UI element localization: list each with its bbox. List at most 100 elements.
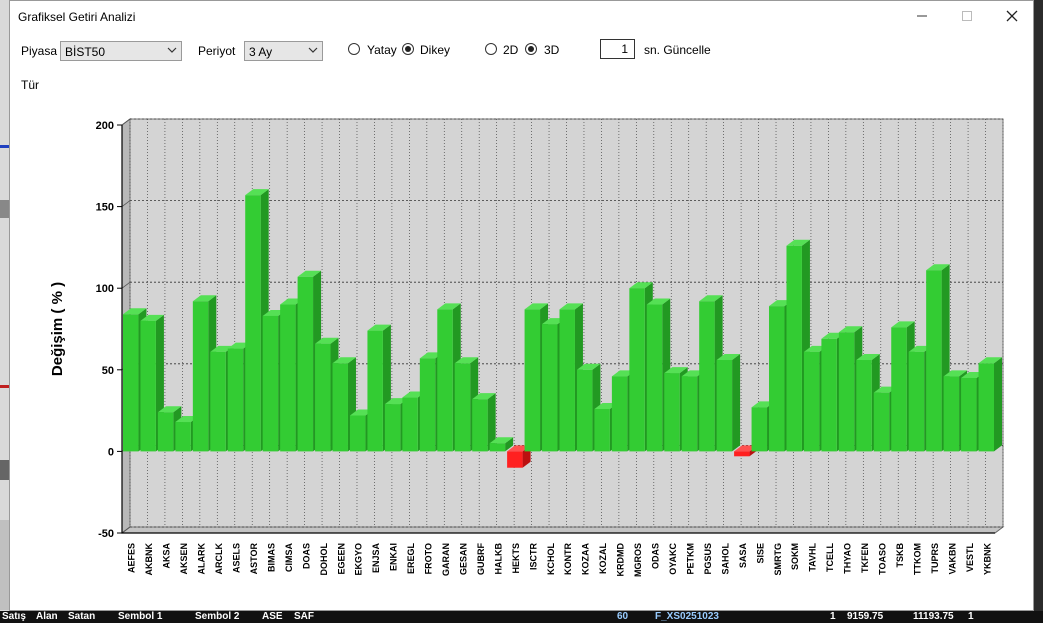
x-tick-label: AKBNK <box>144 543 154 576</box>
x-tick-label: PGSUS <box>703 543 713 575</box>
bg-text: 1 <box>830 611 836 622</box>
bar <box>524 309 541 452</box>
horizontal-radio-label[interactable]: Yatay <box>367 43 397 57</box>
x-tick-label: KRDMD <box>616 543 626 577</box>
x-tick-label: TTKOM <box>912 543 922 575</box>
bar-top <box>629 282 653 289</box>
bar <box>454 363 471 452</box>
x-tick-label: ASELS <box>231 543 241 573</box>
x-tick-label: FROTO <box>424 543 434 574</box>
x-tick-label: ALARK <box>197 543 207 575</box>
bar <box>297 276 314 452</box>
bar <box>699 301 715 452</box>
bar <box>472 399 488 452</box>
minimize-button[interactable] <box>902 5 942 27</box>
bar <box>349 415 366 452</box>
bar <box>646 304 663 452</box>
bar-top <box>786 239 810 246</box>
bg-text: Satan <box>68 611 96 622</box>
title-bar[interactable]: Grafiksel Getiri Analizi <box>10 1 1033 31</box>
radio-3d-label[interactable]: 3D <box>544 43 560 57</box>
radio-2d[interactable] <box>485 43 497 55</box>
y-tick-label: -50 <box>98 528 114 540</box>
x-tick-label: SASA <box>738 543 748 569</box>
x-tick-label: ISCTR <box>528 542 538 570</box>
maximize-button[interactable] <box>947 5 987 27</box>
bar <box>803 351 820 452</box>
bar-top <box>315 337 339 344</box>
close-icon <box>1006 10 1018 22</box>
bar-top <box>891 321 915 328</box>
bar <box>245 195 261 452</box>
bar <box>157 412 174 452</box>
bg-text: Alan <box>36 611 58 622</box>
bar-top <box>576 363 601 370</box>
minimize-icon <box>917 15 927 17</box>
x-tick-label: KCHOL <box>546 543 556 575</box>
x-tick-label: YKBNK <box>982 543 992 576</box>
bar <box>384 404 401 452</box>
x-tick-label: DOAS <box>301 543 311 569</box>
x-tick-label: ENJSA <box>371 543 381 574</box>
returns-bar-chart: -50 0 50 100 150 200 AEFES AKBNK AKSA AKSEN ALARK A… <box>49 118 1005 577</box>
market-select-value: BİST50 <box>65 45 106 59</box>
y-tick-label: 0 <box>108 446 114 458</box>
x-tick-label: AKSA <box>162 543 172 569</box>
background-app-left <box>0 0 9 623</box>
bar <box>786 245 802 452</box>
x-tick-label: VAKBN <box>947 543 957 574</box>
x-tick-label: TKFEN <box>860 543 870 573</box>
vertical-radio[interactable] <box>402 43 414 55</box>
bar <box>367 330 383 452</box>
bar <box>576 369 593 452</box>
period-select[interactable]: 3 Ay <box>244 41 323 61</box>
period-label: Periyot <box>198 44 236 58</box>
x-tick-label: AEFES <box>127 543 137 573</box>
bar-side <box>994 357 1002 452</box>
bar-side <box>505 437 514 452</box>
bg-text: 60 <box>617 611 629 622</box>
background-app-right <box>1034 0 1043 623</box>
chevron-down-icon <box>167 47 177 53</box>
bar <box>175 422 191 452</box>
x-tick-label: HEKTS <box>511 543 521 574</box>
x-tick-label: EREGL <box>406 543 416 575</box>
bar <box>594 408 610 452</box>
bar <box>262 315 279 452</box>
x-tick-label: HALKB <box>493 543 503 575</box>
bar-top <box>489 437 514 444</box>
bar-top <box>646 298 671 305</box>
vertical-radio-label[interactable]: Dikey <box>420 43 451 57</box>
bar <box>734 451 750 457</box>
background-app-bottom: Satış Alan Satan Sembol 1 Sembol 2 ASE S… <box>0 611 1043 623</box>
bg-text: Satış <box>2 611 26 622</box>
x-tick-label: SMRTG <box>773 543 783 576</box>
refresh-interval-input[interactable]: 1 <box>600 39 635 59</box>
bar-top <box>123 308 147 315</box>
bar-side <box>487 393 496 452</box>
radio-2d-label[interactable]: 2D <box>503 43 519 57</box>
bg-text: F_XS0251023 <box>655 611 719 622</box>
bar <box>227 348 244 452</box>
radio-3d[interactable] <box>525 43 537 55</box>
x-tick-label: DOHOL <box>319 543 329 576</box>
x-tick-label: EGEEN <box>336 543 346 575</box>
horizontal-radio[interactable] <box>348 43 360 55</box>
x-tick-label: PETKM <box>685 543 695 575</box>
market-label: Piyasa <box>21 44 58 58</box>
analysis-window: Grafiksel Getiri Analizi Piyasa BİST50 P… <box>9 0 1034 611</box>
gridline-y-depth <box>121 526 131 534</box>
bar-top <box>140 314 164 321</box>
x-tick-label: AKSEN <box>179 543 189 575</box>
bg-text: ASE <box>262 611 283 622</box>
x-tick-label: GARAN <box>441 543 451 576</box>
bar <box>542 324 558 452</box>
bar <box>489 443 506 452</box>
bar <box>838 332 855 452</box>
close-button[interactable] <box>992 5 1032 27</box>
market-select[interactable]: BİST50 <box>60 41 182 61</box>
bar <box>716 360 733 452</box>
bar <box>192 301 209 452</box>
bar <box>664 373 680 452</box>
bar-top <box>297 270 322 277</box>
